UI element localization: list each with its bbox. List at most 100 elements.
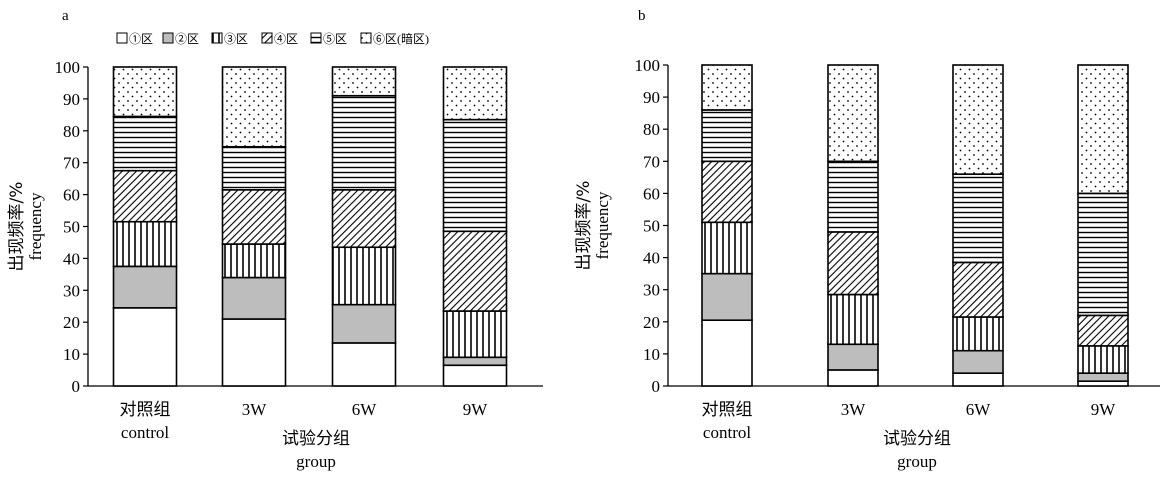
y-tick-label: 10 xyxy=(643,345,660,364)
bar-segment xyxy=(112,169,178,223)
x-tick-label: 3W xyxy=(242,400,268,419)
y-tick-label: 0 xyxy=(652,377,661,396)
y-tick-label: 40 xyxy=(643,249,660,268)
y-tick-label: 20 xyxy=(63,313,80,332)
bar-segment xyxy=(221,145,287,191)
x-axis-label-en: group xyxy=(897,452,937,471)
bar-segment xyxy=(952,173,1004,264)
x-axis-label-en: group xyxy=(296,452,336,471)
x-tick-label-en: control xyxy=(703,423,751,442)
x-tick-label: 对照组 xyxy=(120,400,171,419)
legend-swatch xyxy=(360,32,372,44)
bar-segment xyxy=(112,115,178,172)
x-axis-label: 试验分组 xyxy=(883,429,951,449)
bar-segment xyxy=(331,66,397,97)
bar-segment xyxy=(442,310,508,359)
bar-segment xyxy=(701,109,753,163)
bar-segment xyxy=(112,265,178,309)
y-tick-label: 100 xyxy=(55,58,81,77)
y-tick-label: 100 xyxy=(635,56,661,75)
bar-segment xyxy=(442,230,508,312)
bar-segment xyxy=(442,118,508,233)
bar-segment xyxy=(442,356,508,367)
bar-segment xyxy=(221,318,287,387)
y-tick-label: 0 xyxy=(72,377,81,396)
bar-segment xyxy=(701,160,753,224)
chart-panel-a: 0 10 20 30 40 50 60 70 80 90 100 出现频率/%frequency 对照组… xyxy=(7,58,543,471)
y-tick-label: 80 xyxy=(63,122,80,141)
bar-segment xyxy=(1077,372,1129,382)
y-tick-label: 50 xyxy=(63,218,80,237)
y-tick-label: 10 xyxy=(63,345,80,364)
bar-segment xyxy=(827,293,879,346)
legend: ①区 ②区 ③区 ④区 ⑤区 ⑥区(暗区) xyxy=(116,31,429,46)
bar-segment xyxy=(221,66,287,148)
chart-panel-b: 0 10 20 30 40 50 60 70 80 90 100 出现频率/%frequency 对照组… xyxy=(574,56,1160,471)
x-tick-label: 对照组 xyxy=(702,400,753,419)
panel-b-label: b xyxy=(638,8,646,24)
bar-segment xyxy=(331,94,397,191)
y-tick-label: 40 xyxy=(63,249,80,268)
legend-label: ⑤区 xyxy=(323,32,347,46)
legend-swatch xyxy=(261,32,273,44)
x-tick-label: 3W xyxy=(841,400,867,419)
y-tick-label: 60 xyxy=(63,186,80,205)
bar-segment xyxy=(112,307,178,387)
bar-segment xyxy=(331,303,397,344)
legend-swatch xyxy=(211,32,223,44)
bar-segment xyxy=(827,231,879,296)
x-axis-label: 试验分组 xyxy=(282,429,350,449)
y-tick-label: 70 xyxy=(63,154,80,173)
bar-segment xyxy=(221,276,287,320)
bar-segment xyxy=(952,349,1004,374)
legend-label: ①区 xyxy=(129,32,153,46)
bar-segment xyxy=(952,261,1004,318)
legend-label: ③区 xyxy=(224,32,248,46)
y-axis-label: 出现频率/%frequency xyxy=(7,182,45,272)
bar-segment xyxy=(701,272,753,321)
y-tick-label: 30 xyxy=(63,281,80,300)
x-tick-label: 9W xyxy=(463,400,489,419)
bar-segment xyxy=(827,64,879,163)
bar-segment xyxy=(112,66,178,118)
x-tick-label-en: control xyxy=(121,423,169,442)
y-tick-label: 80 xyxy=(643,120,660,139)
bar-segment xyxy=(952,316,1004,352)
bar-segment xyxy=(331,189,397,249)
bar-segment xyxy=(827,343,879,371)
bar-segment xyxy=(952,64,1004,175)
panel-a-label: a xyxy=(62,8,69,24)
bar-segment xyxy=(1077,64,1129,195)
bar-segment xyxy=(827,160,879,233)
bar-segment xyxy=(952,372,1004,387)
bar-segment xyxy=(1077,192,1129,317)
bar-segment xyxy=(442,66,508,121)
bar-segment xyxy=(701,319,753,387)
bar-segment xyxy=(1077,345,1129,374)
bar-segment xyxy=(331,342,397,387)
y-tick-label: 70 xyxy=(643,152,660,171)
y-axis-label: 出现频率/%frequency xyxy=(574,181,612,271)
legend-swatch xyxy=(162,32,174,44)
bar-segment xyxy=(221,189,287,245)
legend-label: ⑥区(暗区) xyxy=(373,31,429,46)
legend-swatch xyxy=(116,32,128,44)
bar-segment xyxy=(827,369,879,387)
x-tick-label: 6W xyxy=(352,400,378,419)
bar-segment xyxy=(112,220,178,268)
y-tick-label: 90 xyxy=(63,90,80,109)
bar-segment xyxy=(701,221,753,275)
legend-swatch xyxy=(310,32,322,44)
x-tick-label: 6W xyxy=(966,400,992,419)
bar-segment xyxy=(442,364,508,387)
y-tick-label: 60 xyxy=(643,184,660,203)
legend-label: ④区 xyxy=(274,32,298,46)
bar-segment xyxy=(1077,314,1129,347)
bar-segment xyxy=(221,243,287,279)
y-tick-label: 90 xyxy=(643,88,660,107)
x-tick-label: 9W xyxy=(1091,400,1117,419)
y-tick-label: 20 xyxy=(643,313,660,332)
y-tick-label: 30 xyxy=(643,281,660,300)
bar-segment xyxy=(331,246,397,306)
